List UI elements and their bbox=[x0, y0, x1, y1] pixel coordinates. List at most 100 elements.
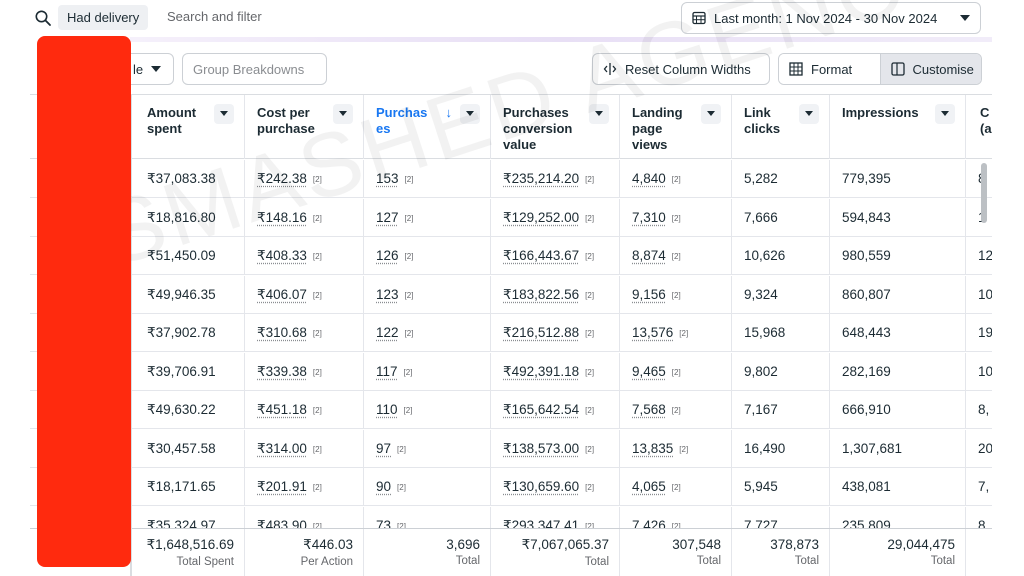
cell-link[interactable]: ₹216,512.88 bbox=[503, 325, 580, 340]
group-breakdowns-button[interactable]: Group Breakdowns bbox=[182, 53, 327, 85]
cell-purchases[interactable]: 123 [2] bbox=[364, 275, 491, 314]
cell-purchases[interactable]: 97 [2] bbox=[364, 429, 491, 468]
column-header-partial[interactable]: C(a bbox=[966, 95, 992, 159]
table-row[interactable]: ₹49,630.22 ₹451.18 [2] 110 [2] ₹165,642.54 [2]… bbox=[30, 391, 992, 429]
cell-value[interactable]: ₹183,822.56 [2] bbox=[491, 275, 620, 314]
cell-value[interactable]: ₹129,252.00 [2] bbox=[491, 198, 620, 237]
cell-purchases[interactable]: 73 [2] bbox=[364, 506, 491, 529]
cell-link[interactable]: 122 bbox=[376, 325, 399, 340]
cell-link[interactable]: ₹492,391.18 bbox=[503, 363, 580, 379]
chevron-down-icon[interactable] bbox=[589, 104, 609, 124]
cell-link[interactable]: ₹310.68 bbox=[257, 325, 307, 340]
cell-link[interactable]: 7,426 bbox=[632, 517, 666, 529]
cell-value[interactable]: ₹138,573.00 [2] bbox=[491, 429, 620, 468]
cell-link[interactable]: 117 bbox=[376, 363, 398, 379]
cell-value[interactable]: ₹235,214.20 [2] bbox=[491, 160, 620, 198]
cell-link[interactable]: ₹339.38 bbox=[257, 363, 307, 379]
cell-lpv[interactable]: 7,426 [2] bbox=[620, 506, 732, 529]
cell-value[interactable]: ₹166,443.67 [2] bbox=[491, 237, 620, 275]
cell-value[interactable]: ₹130,659.60 [2] bbox=[491, 468, 620, 506]
cell-lpv[interactable]: 9,156 [2] bbox=[620, 275, 732, 314]
cell-link[interactable]: 7,310 bbox=[632, 209, 666, 225]
cell-lpv[interactable]: 9,465 [2] bbox=[620, 352, 732, 391]
cell-link[interactable]: 153 bbox=[376, 171, 399, 186]
cell-lpv[interactable]: 13,835 [2] bbox=[620, 429, 732, 468]
cell-purchases[interactable]: 122 [2] bbox=[364, 314, 491, 352]
column-header-impressions[interactable]: Impressions bbox=[830, 95, 966, 159]
cell-cpp[interactable]: ₹201.91 [2] bbox=[245, 468, 364, 506]
cell-link[interactable]: ₹165,642.54 bbox=[503, 402, 580, 417]
column-header-cost-per-purchase[interactable]: Cost per purchase bbox=[245, 95, 364, 159]
chevron-down-icon[interactable] bbox=[935, 104, 955, 124]
cell-link[interactable]: ₹183,822.56 bbox=[503, 286, 580, 302]
cell-link[interactable]: 13,576 bbox=[632, 325, 674, 340]
table-row[interactable]: ₹18,816.80 ₹148.16 [2] 127 [2] ₹129,252.00 [2]… bbox=[30, 198, 992, 237]
column-header-purchases-conversion-value[interactable]: Purchases conversion value bbox=[491, 95, 620, 159]
cell-link[interactable]: ₹242.38 bbox=[257, 171, 307, 186]
table-row[interactable]: ₹18,171.65 ₹201.91 [2] 90 [2] ₹130,659.60 [2] 4… bbox=[30, 468, 992, 506]
table-row[interactable]: ₹37,083.38 ₹242.38 [2] 153 [2] ₹235,214.20 [2]… bbox=[30, 160, 992, 198]
cell-link[interactable]: ₹166,443.67 bbox=[503, 248, 580, 263]
table-row[interactable]: ₹35,324.97 ₹483.90 [2] 73 [2] ₹293,347.41 [2] 7… bbox=[30, 506, 992, 529]
cell-purchases[interactable]: 90 [2] bbox=[364, 468, 491, 506]
cell-purchases[interactable]: 153 [2] bbox=[364, 160, 491, 198]
table-row[interactable]: ₹37,902.78 ₹310.68 [2] 122 [2] ₹216,512.88 [2]… bbox=[30, 314, 992, 352]
cell-purchases[interactable]: 127 [2] bbox=[364, 198, 491, 237]
cell-link[interactable]: 127 bbox=[376, 209, 399, 225]
cell-link[interactable]: ₹129,252.00 bbox=[503, 209, 580, 225]
cell-lpv[interactable]: 13,576 [2] bbox=[620, 314, 732, 352]
cell-cpp[interactable]: ₹406.07 [2] bbox=[245, 275, 364, 314]
cell-link[interactable]: 123 bbox=[376, 286, 399, 302]
table-row[interactable]: ₹30,457.58 ₹314.00 [2] 97 [2] ₹138,573.00 [2] 1… bbox=[30, 429, 992, 468]
reset-column-widths-button[interactable]: Reset Column Widths bbox=[592, 53, 770, 85]
cell-cpp[interactable]: ₹339.38 [2] bbox=[245, 352, 364, 391]
cell-link[interactable]: 7,568 bbox=[632, 402, 666, 417]
cell-link[interactable]: 73 bbox=[376, 517, 392, 529]
cell-lpv[interactable]: 7,568 [2] bbox=[620, 391, 732, 429]
cell-cpp[interactable]: ₹314.00 [2] bbox=[245, 429, 364, 468]
cell-link[interactable]: 8,874 bbox=[632, 248, 666, 263]
vertical-scrollbar[interactable] bbox=[981, 163, 987, 223]
cell-link[interactable]: ₹483.90 bbox=[257, 517, 307, 529]
column-header-landing-page-views[interactable]: Landing page views bbox=[620, 95, 732, 159]
cell-cpp[interactable]: ₹242.38 [2] bbox=[245, 160, 364, 198]
cell-lpv[interactable]: 4,840 [2] bbox=[620, 160, 732, 198]
cell-link[interactable]: ₹201.91 bbox=[257, 479, 307, 494]
cell-cpp[interactable]: ₹310.68 [2] bbox=[245, 314, 364, 352]
cell-link[interactable]: ₹408.33 bbox=[257, 248, 307, 263]
cell-value[interactable]: ₹492,391.18 [2] bbox=[491, 352, 620, 391]
chevron-down-icon[interactable] bbox=[214, 104, 234, 124]
cell-value[interactable]: ₹216,512.88 [2] bbox=[491, 314, 620, 352]
cell-link[interactable]: 9,156 bbox=[632, 286, 666, 302]
cell-link[interactable]: ₹293,347.41 bbox=[503, 517, 580, 529]
table-row[interactable]: ₹39,706.91 ₹339.38 [2] 117 [2] ₹492,391.18 [2]… bbox=[30, 352, 992, 391]
cell-link[interactable]: ₹130,659.60 bbox=[503, 479, 580, 494]
cell-value[interactable]: ₹165,642.54 [2] bbox=[491, 391, 620, 429]
cell-link[interactable]: ₹138,573.00 bbox=[503, 440, 580, 456]
cell-link[interactable]: ₹406.07 bbox=[257, 286, 307, 302]
cell-lpv[interactable]: 7,310 [2] bbox=[620, 198, 732, 237]
cell-cpp[interactable]: ₹148.16 [2] bbox=[245, 198, 364, 237]
cell-link[interactable]: 90 bbox=[376, 479, 392, 494]
cell-cpp[interactable]: ₹483.90 [2] bbox=[245, 506, 364, 529]
search-input[interactable]: Search and filter bbox=[167, 9, 262, 24]
cell-link[interactable]: ₹235,214.20 bbox=[503, 171, 580, 186]
chevron-down-icon[interactable] bbox=[460, 104, 480, 124]
customise-button[interactable]: Customise bbox=[879, 54, 981, 84]
date-range-picker[interactable]: Last month: 1 Nov 2024 - 30 Nov 2024 bbox=[681, 2, 981, 34]
cell-purchases[interactable]: 117 [2] bbox=[364, 352, 491, 391]
cell-link[interactable]: ₹314.00 bbox=[257, 440, 307, 456]
chevron-down-icon[interactable] bbox=[799, 104, 819, 124]
table-row[interactable]: ₹49,946.35 ₹406.07 [2] 123 [2] ₹183,822.56 [2]… bbox=[30, 275, 992, 314]
format-button[interactable]: Format bbox=[779, 54, 880, 84]
column-header-link-clicks[interactable]: Link clicks bbox=[732, 95, 830, 159]
cell-value[interactable]: ₹293,347.41 [2] bbox=[491, 506, 620, 529]
cell-link[interactable]: ₹451.18 bbox=[257, 402, 307, 417]
cell-link[interactable]: 4,840 bbox=[632, 171, 666, 186]
cell-lpv[interactable]: 8,874 [2] bbox=[620, 237, 732, 275]
column-header-amount-spent[interactable]: Amount spent bbox=[135, 95, 245, 159]
cell-link[interactable]: 97 bbox=[376, 440, 392, 456]
cell-purchases[interactable]: 110 [2] bbox=[364, 391, 491, 429]
cell-lpv[interactable]: 4,065 [2] bbox=[620, 468, 732, 506]
cell-cpp[interactable]: ₹451.18 [2] bbox=[245, 391, 364, 429]
